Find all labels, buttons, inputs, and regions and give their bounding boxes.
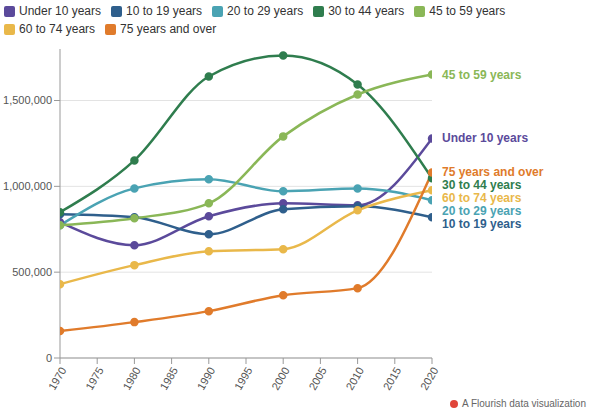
svg-text:0: 0 xyxy=(46,352,52,364)
html-text:45 to 59 years: 45 to 59 years xyxy=(429,4,506,18)
html-text:30 to 44 years: 30 to 44 years xyxy=(328,4,405,18)
svg-text:2020: 2020 xyxy=(418,365,441,392)
svg-text:45 to 59 years: 45 to 59 years xyxy=(442,68,522,82)
svg-text:2010: 2010 xyxy=(343,365,366,392)
svg-text:1,500,000: 1,500,000 xyxy=(8,94,52,106)
svg-text:2000: 2000 xyxy=(269,365,292,392)
svg-text:Under 10 years: Under 10 years xyxy=(442,131,528,145)
svg-text:75 years and over: 75 years and over xyxy=(442,165,544,179)
svg-text:60 to 74 years: 60 to 74 years xyxy=(442,191,522,205)
svg-text:1975: 1975 xyxy=(83,365,106,392)
svg-text:20 to 29 years: 20 to 29 years xyxy=(442,204,522,218)
svg-text:500,000: 500,000 xyxy=(12,266,52,278)
svg-text:2015: 2015 xyxy=(381,365,404,392)
svg-text:1980: 1980 xyxy=(120,365,143,392)
svg-text:1995: 1995 xyxy=(232,365,255,392)
html-text:20 to 29 years: 20 to 29 years xyxy=(227,4,304,18)
svg-text:1970: 1970 xyxy=(46,365,69,392)
html-text:A Flourish data visualization: A Flourish data visualization xyxy=(462,398,586,409)
svg-text:1990: 1990 xyxy=(195,365,218,392)
html-text:60 to 74 years: 60 to 74 years xyxy=(19,22,96,36)
svg-text:1,000,000: 1,000,000 xyxy=(8,180,52,192)
svg-text:10 to 19 years: 10 to 19 years xyxy=(442,217,522,231)
svg-text:2005: 2005 xyxy=(306,365,329,392)
svg-text:30 to 44 years: 30 to 44 years xyxy=(442,178,522,192)
html-text:Under 10 years: Under 10 years xyxy=(19,4,101,18)
html-text:75 years and over: 75 years and over xyxy=(120,22,217,36)
html-text:10 to 19 years: 10 to 19 years xyxy=(126,4,203,18)
svg-text:1985: 1985 xyxy=(157,365,180,392)
